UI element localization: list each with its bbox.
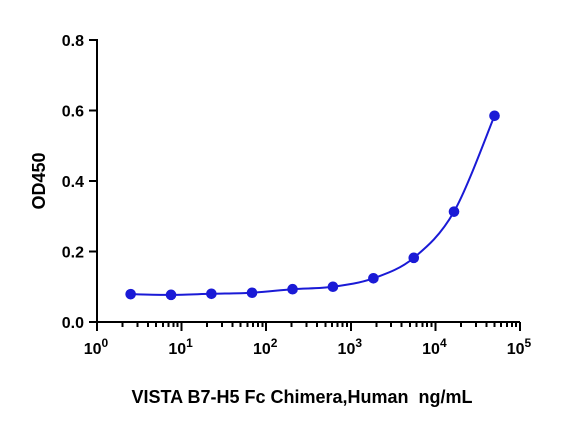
data-point [246,287,258,299]
data-point [368,272,379,284]
data-point [125,288,136,300]
y-tick-label: 0.6 [62,104,84,121]
x-tick-label: 104 [422,336,447,358]
data-points [125,110,500,301]
fit-curve-group [130,115,496,296]
x-tick-label: 100 [84,336,109,358]
y-tick-label: 0.4 [62,174,84,191]
y-tick-label: 0.2 [62,245,84,262]
data-point [287,283,298,295]
data-point [489,110,500,122]
data-point [408,252,420,264]
y-axis-title: OD450 [29,152,49,209]
x-tick-label: 103 [338,336,363,358]
data-point [327,281,339,293]
fit-curve [130,115,496,296]
data-point [206,288,217,300]
axis-labels: 0.0 0.2 0.4 0.6 0.8 100 101 102 103 104 105 OD450 VI… [29,33,532,407]
x-tick-label: 101 [168,336,193,358]
data-point [165,289,177,301]
x-tick-label: 102 [253,336,278,358]
data-point [448,206,460,217]
y-tick-label: 0.8 [62,33,84,50]
axes [89,39,521,331]
x-tick-label: 105 [507,336,532,358]
x-axis-title: VISTA B7-H5 Fc Chimera,Human ng/mL [131,387,472,407]
y-tick-label: 0.0 [62,315,84,332]
